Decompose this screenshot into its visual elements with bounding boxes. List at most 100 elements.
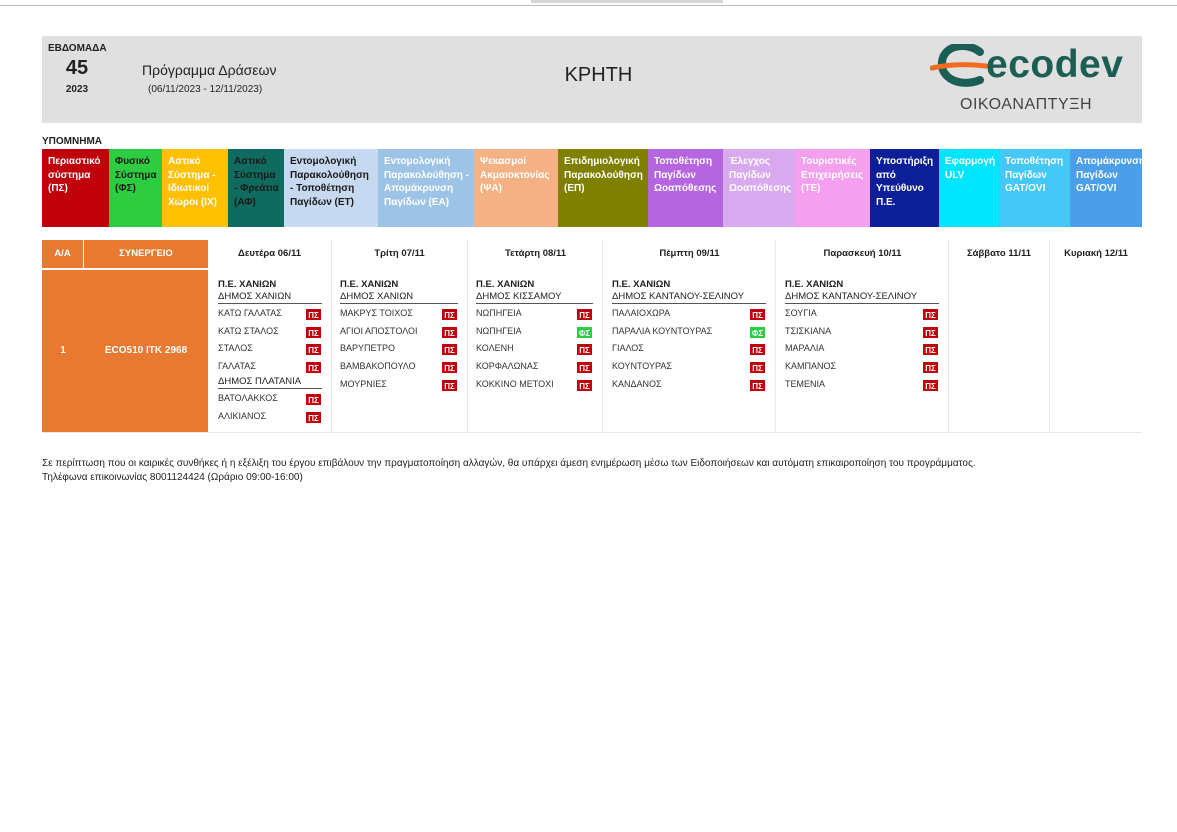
status-badge: ΠΣ bbox=[305, 410, 322, 424]
header-monday: Δευτέρα 06/11 bbox=[238, 248, 301, 259]
status-badge: ΠΣ bbox=[749, 378, 766, 392]
list-item: ΚΑΝΔΑΝΟΣ ΠΣ bbox=[612, 378, 766, 396]
status-badge: ΠΣ bbox=[305, 308, 322, 321]
legend-item-ulv: Εφαρμογή ULV bbox=[939, 149, 999, 227]
header-sunday: Κυριακή 12/11 bbox=[1064, 248, 1128, 259]
day-monday: Π.Ε. ΧΑΝΙΩΝ ΔΗΜΟΣ ΧΑΝΙΩΝ ΚΑΤΩ ΓΑΛΑΤΑΣ ΠΣ … bbox=[218, 279, 322, 427]
status-badge: ΠΣ bbox=[441, 361, 458, 375]
legend-item-gat-remove: Απομάκρυνση Παγίδων GAT/OVI bbox=[1070, 149, 1142, 227]
region-title: ΚΡΗΤΗ bbox=[564, 64, 633, 86]
list-item: ΚΟΛΕΝΗ ΠΣ bbox=[476, 342, 593, 360]
status-badge: ΠΣ bbox=[922, 361, 939, 375]
dimos-label: ΔΗΜΟΣ ΚΑΝΤΑΝΟΥ-ΣΕΛΙΝΟΥ bbox=[612, 291, 766, 304]
status-badge: ΠΣ bbox=[922, 308, 939, 321]
week-label: ΕΒΔΟΜΑΔΑ bbox=[48, 43, 107, 54]
page-header: ΕΒΔΟΜΑΔΑ 45 2023 Πρόγραμμα Δράσεων (06/1… bbox=[42, 36, 1142, 123]
list-item: ΝΩΠΗΓΕΙΑ ΠΣ bbox=[476, 307, 593, 325]
status-badge: ΠΣ bbox=[922, 378, 939, 392]
ecodev-swoosh-icon bbox=[930, 44, 988, 87]
list-item: ΑΛΙΚΙΑΝΟΣ ΠΣ bbox=[218, 410, 322, 428]
legend-item-trap-place: Τοποθέτηση Παγίδων Ωοαπόθεσης bbox=[648, 149, 723, 227]
list-item: ΓΙΑΛΟΣ ΠΣ bbox=[612, 342, 766, 360]
list-item: ΜΑΚΡΥΣ ΤΟΙΧΟΣ ΠΣ bbox=[340, 307, 458, 325]
legend-item-ea: Εντομολογική Παρακολούθηση - Απομάκρυνση… bbox=[378, 149, 474, 227]
divider bbox=[948, 240, 949, 432]
legend: Περιαστικό σύστημα (ΠΣ) Φυσικό Σύστημα (… bbox=[42, 149, 1142, 227]
header-aa: Α/Α bbox=[42, 240, 83, 268]
dimos-label: ΔΗΜΟΣ ΚΙΣΣΑΜΟΥ bbox=[476, 291, 593, 304]
list-item: ΠΑΛΑΙΟΧΩΡΑ ΠΣ bbox=[612, 307, 766, 325]
pe-label: Π.Ε. ΧΑΝΙΩΝ bbox=[785, 279, 844, 290]
list-item: ΚΑΤΩ ΓΑΛΑΤΑΣ ΠΣ bbox=[218, 307, 322, 325]
program-title: Πρόγραμμα Δράσεων bbox=[142, 62, 277, 78]
dimos-label: ΔΗΜΟΣ ΧΑΝΙΩΝ bbox=[218, 291, 322, 304]
scroll-indicator[interactable] bbox=[531, 0, 723, 3]
day-saturday bbox=[949, 270, 1049, 432]
list-item: ΚΑΜΠΑΝΟΣ ΠΣ bbox=[785, 360, 939, 378]
status-badge: ΠΣ bbox=[305, 361, 322, 375]
status-badge: ΠΣ bbox=[576, 343, 593, 357]
list-item: ΜΑΡΑΛΙΑ ΠΣ bbox=[785, 342, 939, 360]
divider bbox=[602, 240, 603, 432]
divider bbox=[42, 432, 1142, 433]
status-badge: ΠΣ bbox=[441, 308, 458, 321]
list-item: ΒΑΡΥΠΕΤΡΟ ΠΣ bbox=[340, 342, 458, 360]
status-badge: ΠΣ bbox=[305, 343, 322, 357]
list-item: ΣΤΑΛΟΣ ΠΣ bbox=[218, 342, 322, 360]
logo-wordmark: ecodev bbox=[986, 43, 1124, 86]
dimos-label: ΔΗΜΟΣ ΚΑΝΤΑΝΟΥ-ΣΕΛΙΝΟΥ bbox=[785, 291, 939, 304]
row-number: 1 bbox=[42, 270, 84, 432]
legend-item-et: Εντομολογική Παρακολούθηση - Τοποθέτηση … bbox=[284, 149, 378, 227]
status-badge: ΠΣ bbox=[749, 343, 766, 357]
status-badge: ΠΣ bbox=[305, 393, 322, 407]
divider bbox=[775, 240, 776, 432]
legend-item-gat-place: Τοποθέτηση Παγίδων GAT/OVI bbox=[999, 149, 1070, 227]
list-item: ΤΕΜΕΝΙΑ ΠΣ bbox=[785, 378, 939, 396]
legend-item-fs: Φυσικό Σύστημα (ΦΣ) bbox=[109, 149, 162, 227]
status-badge: ΠΣ bbox=[576, 361, 593, 375]
list-item: ΒΑΜΒΑΚΟΠΟΥΛΟ ΠΣ bbox=[340, 360, 458, 378]
list-item: ΣΟΥΓΙΑ ΠΣ bbox=[785, 307, 939, 325]
status-badge: ΠΣ bbox=[922, 343, 939, 357]
legend-item-trap-check: Έλεγχος Παγίδων Ωοαπόθεσης bbox=[723, 149, 795, 227]
list-item: ΤΣΙΣΚΙΑΝΑ ΠΣ bbox=[785, 325, 939, 343]
pe-label: Π.Ε. ΧΑΝΙΩΝ bbox=[476, 279, 535, 290]
footer-note: Σε περίπτωση που οι καιρικές συνθήκες ή … bbox=[42, 458, 976, 469]
legend-item-ix: Αστικό Σύστημα - Ιδιωτικοί Χώροι (ΙΧ) bbox=[162, 149, 228, 227]
legend-item-af: Αστικό Σύστημα - Φρεάτια (ΑΦ) bbox=[228, 149, 284, 227]
dimos-label: ΔΗΜΟΣ ΧΑΝΙΩΝ bbox=[340, 291, 458, 304]
day-wednesday: Π.Ε. ΧΑΝΙΩΝ ΔΗΜΟΣ ΚΙΣΣΑΜΟΥ ΝΩΠΗΓΕΙΑ ΠΣ ΝΩ… bbox=[476, 279, 593, 395]
logo-subtitle: ΟΙΚΟΑΝΑΠΤΥΞΗ bbox=[960, 96, 1093, 113]
list-item: ΑΓΙΟΙ ΑΠΟΣΤΟΛΟΙ ΠΣ bbox=[340, 325, 458, 343]
day-thursday: Π.Ε. ΧΑΝΙΩΝ ΔΗΜΟΣ ΚΑΝΤΑΝΟΥ-ΣΕΛΙΝΟΥ ΠΑΛΑΙ… bbox=[612, 279, 766, 395]
divider bbox=[1049, 240, 1050, 432]
status-badge: ΠΣ bbox=[441, 343, 458, 357]
status-badge: ΠΣ bbox=[441, 378, 458, 392]
row-synergeio: ECO510 ΙΤΚ 2968 bbox=[84, 270, 208, 432]
list-item: ΒΑΤΟΛΑΚΚΟΣ ΠΣ bbox=[218, 392, 322, 410]
day-tuesday: Π.Ε. ΧΑΝΙΩΝ ΔΗΜΟΣ ΧΑΝΙΩΝ ΜΑΚΡΥΣ ΤΟΙΧΟΣ ΠΣ… bbox=[340, 279, 458, 395]
legend-item-ps: Περιαστικό σύστημα (ΠΣ) bbox=[42, 149, 109, 227]
day-sunday bbox=[1050, 270, 1142, 432]
list-item: ΓΑΛΑΤΑΣ ΠΣ bbox=[218, 360, 322, 375]
dimos-label: ΔΗΜΟΣ ΠΛΑΤΑΝΙΑ bbox=[218, 376, 322, 390]
legend-item-psa: Ψεκασμοί Ακμαιοκτονίας (ΨΑ) bbox=[474, 149, 558, 227]
pe-label: Π.Ε. ΧΑΝΙΩΝ bbox=[612, 279, 671, 290]
header-saturday: Σάββατο 11/11 bbox=[966, 248, 1032, 259]
status-badge: ΠΣ bbox=[576, 308, 593, 321]
status-badge: ΦΣ bbox=[749, 325, 766, 339]
header-tuesday: Τρίτη 07/11 bbox=[374, 248, 425, 259]
status-badge: ΠΣ bbox=[749, 361, 766, 375]
footer-phone: Τηλέφωνα επικοινωνίας 8001124424 (Ωράριο… bbox=[42, 472, 303, 483]
status-badge: ΠΣ bbox=[305, 325, 322, 339]
header-friday: Παρασκευή 10/11 bbox=[823, 248, 902, 259]
week-year: 2023 bbox=[65, 84, 89, 95]
program-dates: (06/11/2023 - 12/11/2023) bbox=[148, 84, 263, 95]
top-divider bbox=[0, 5, 1177, 6]
header-thursday: Πέμπτη 09/11 bbox=[659, 248, 720, 259]
legend-item-support: Υποστήριξη από Υπεύθυνο Π.Ε. bbox=[870, 149, 939, 227]
list-item: ΜΟΥΡΝΙΕΣ ΠΣ bbox=[340, 378, 458, 396]
list-item: ΚΟΥΝΤΟΥΡΑΣ ΠΣ bbox=[612, 360, 766, 378]
week-number: 45 bbox=[65, 57, 89, 79]
status-badge: ΠΣ bbox=[922, 325, 939, 339]
